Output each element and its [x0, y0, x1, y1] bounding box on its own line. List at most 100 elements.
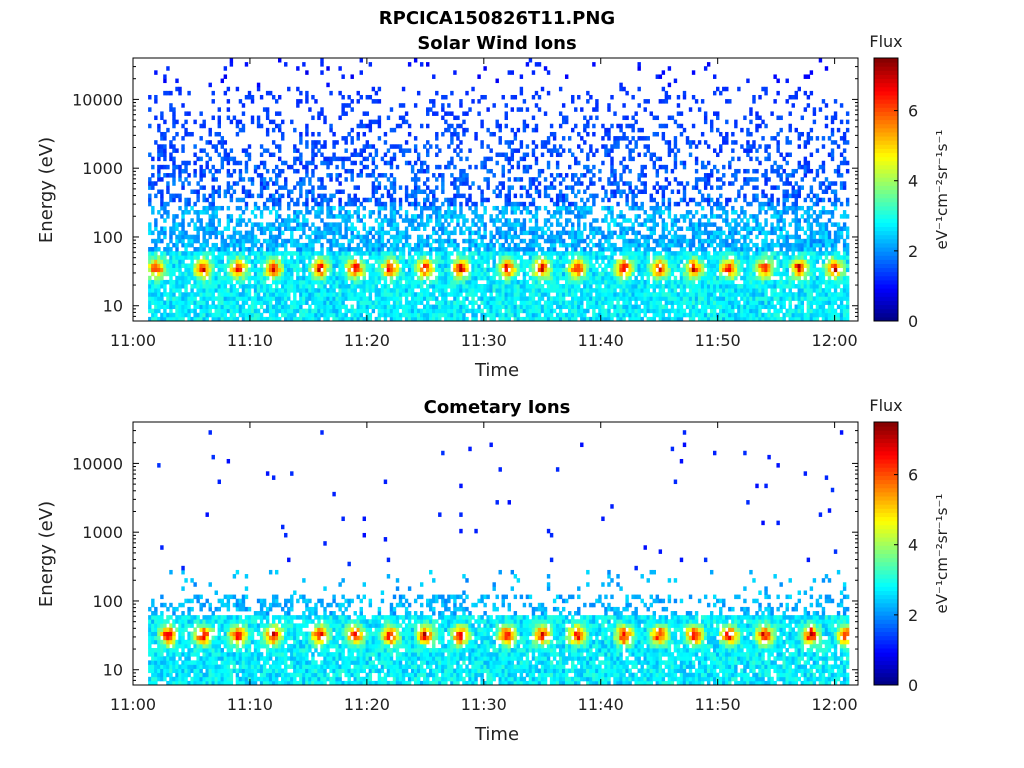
spectrogram-cell	[163, 152, 167, 158]
spectrogram-cell	[398, 267, 403, 273]
spectrogram-cell	[649, 218, 653, 223]
spectrogram-cell	[522, 275, 527, 281]
spectrogram-cell	[169, 288, 173, 293]
spectrogram-cell	[513, 234, 518, 240]
spectrogram-cell	[580, 107, 584, 112]
spectrogram-cell	[368, 255, 373, 260]
spectrogram-cell	[329, 296, 333, 301]
spectrogram-cell	[287, 259, 291, 264]
spectrogram-cell	[528, 210, 533, 215]
spectrogram-cell	[151, 238, 155, 244]
spectrogram-cell	[172, 107, 176, 112]
spectrogram-cell	[368, 173, 373, 178]
spectrogram-cell	[649, 111, 653, 116]
spectrogram-cell	[256, 271, 261, 277]
spectrogram-cell	[495, 292, 499, 297]
spectrogram-cell	[510, 263, 515, 268]
spectrogram-cell	[649, 316, 653, 322]
spectrogram-cell	[290, 304, 294, 310]
spectrogram-cell	[528, 255, 533, 260]
spectrogram-cell	[438, 300, 442, 305]
spectrogram-cell	[516, 127, 521, 133]
spectrogram-cell	[407, 308, 412, 314]
spectrogram-cell	[223, 300, 228, 305]
spectrogram-cell	[519, 259, 524, 264]
spectrogram-cell	[205, 284, 209, 289]
spectrogram-cell	[598, 226, 602, 231]
spectrogram-cell	[308, 177, 312, 182]
spectrogram-cell	[601, 230, 605, 236]
spectrogram-cell	[184, 230, 188, 236]
spectrogram-cell	[268, 238, 273, 244]
spectrogram-cell	[465, 267, 469, 273]
spectrogram-cell	[265, 197, 270, 203]
spectrogram-cell	[341, 284, 345, 289]
spectrogram-cell	[610, 292, 614, 297]
spectrogram-cell	[555, 300, 560, 305]
spectrogram-cell	[549, 197, 554, 203]
spectrogram-cell	[223, 312, 228, 318]
spectrogram-cell	[214, 296, 218, 301]
spectrogram-cell	[625, 90, 629, 96]
spectrogram-cell	[299, 308, 303, 314]
spectrogram-cell	[235, 230, 240, 236]
spectrogram-cell	[419, 308, 424, 314]
spectrogram-cell	[625, 255, 629, 260]
spectrogram-cell	[498, 288, 502, 293]
spectrogram-cell	[462, 238, 466, 244]
spectrogram-cell	[631, 308, 635, 314]
spectrogram-cell	[616, 316, 620, 322]
spectrogram-cell	[407, 271, 412, 277]
spectrogram-cell	[595, 226, 599, 231]
spectrogram-cell	[148, 292, 152, 297]
spectrogram-cell	[223, 66, 228, 71]
spectrogram-cell	[290, 300, 294, 305]
spectrogram-cell	[305, 70, 309, 75]
spectrogram-cell	[628, 271, 632, 277]
spectrogram-cell	[329, 292, 333, 297]
spectrogram-cell	[374, 242, 379, 248]
spectrogram-cell	[583, 284, 587, 289]
spectrogram-cell	[519, 74, 524, 79]
spectrogram-cell	[483, 247, 487, 252]
spectrogram-cell	[558, 300, 563, 305]
spectrogram-cell	[211, 284, 215, 289]
spectrogram-cell	[522, 308, 527, 314]
spectrogram-cell	[184, 168, 188, 174]
spectrogram-cell	[646, 218, 650, 223]
spectrogram-cell	[163, 226, 167, 231]
spectrogram-cell	[268, 267, 273, 273]
spectrogram-cell	[568, 271, 572, 277]
spectrogram-cell	[616, 189, 620, 195]
spectrogram-cell	[616, 279, 620, 285]
spectrogram-cell	[398, 255, 403, 260]
spectrogram-cell	[577, 296, 581, 301]
spectrogram-cell	[537, 255, 542, 260]
spectrogram-cell	[510, 238, 515, 244]
spectrogram-cell	[389, 222, 394, 227]
spectrogram-cell	[392, 284, 397, 289]
spectrogram-cell	[571, 185, 575, 190]
spectrogram-cell	[643, 279, 647, 285]
spectrogram-cell	[413, 267, 418, 273]
spectrogram-cell	[398, 284, 403, 289]
spectrogram-cell	[549, 242, 554, 248]
spectrogram-cell	[571, 271, 575, 277]
spectrogram-cell	[516, 279, 521, 285]
spectrogram-cell	[604, 316, 608, 322]
spectrogram-cell	[259, 304, 264, 310]
spectrogram-cell	[637, 279, 641, 285]
spectrogram-cell	[205, 304, 209, 310]
spectrogram-cell	[326, 205, 330, 211]
spectrogram-cell	[625, 115, 629, 121]
spectrogram-cell	[148, 107, 152, 112]
spectrogram-cell	[456, 131, 460, 137]
spectrogram-cell	[534, 308, 539, 314]
spectrogram-cell	[274, 123, 279, 129]
spectrogram-cell	[619, 312, 623, 318]
spectrogram-cell	[377, 259, 382, 264]
spectrogram-cell	[571, 201, 575, 207]
spectrogram-cell	[447, 234, 451, 240]
spectrogram-cell	[528, 263, 533, 268]
spectrogram-cell	[404, 288, 409, 293]
